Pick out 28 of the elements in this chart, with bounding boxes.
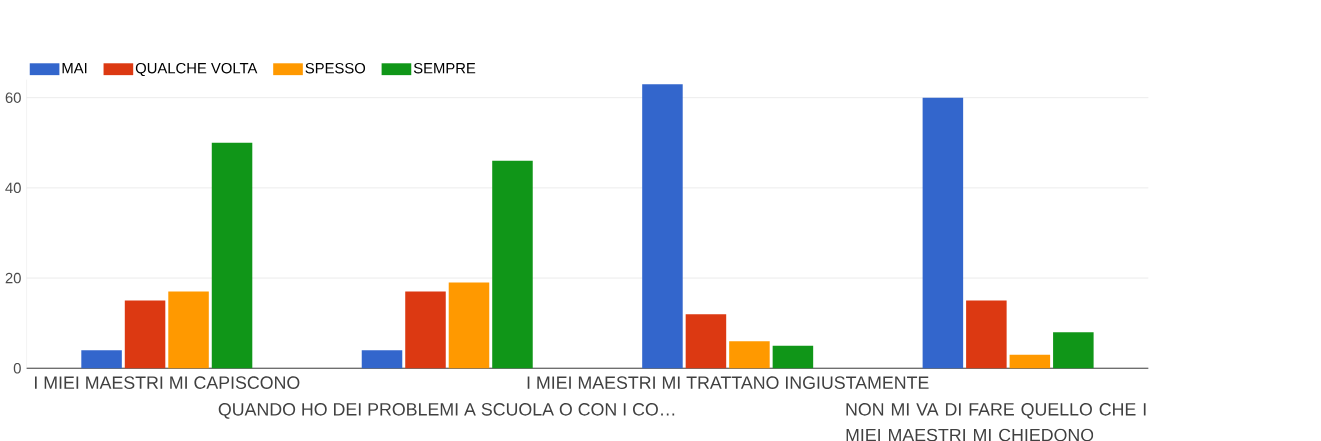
bar	[211, 142, 253, 369]
y-tick-label: 40	[5, 182, 21, 193]
y-tick-label: 0	[13, 362, 21, 374]
bar	[492, 160, 533, 369]
bar	[1009, 354, 1051, 369]
legend-label: MAI	[62, 62, 87, 74]
bar	[922, 97, 964, 369]
x-tick-label: I MIEI MAESTRI MI TRATTANO INGIUSTAMENTE	[527, 376, 929, 389]
x-tick-label: I MIEI MAESTRI MI CAPISCONO	[35, 376, 300, 389]
legend-label: QUALCHE VOLTA	[135, 62, 258, 76]
bar	[124, 300, 166, 369]
bar	[1053, 332, 1094, 369]
y-tick-label: 20	[5, 272, 21, 284]
bar	[966, 300, 1007, 369]
legend-label: SEMPRE	[413, 62, 476, 74]
y-tick-label: 60	[5, 92, 21, 103]
bar	[772, 345, 814, 369]
x-tick-label: QUANDO HO DEI PROBLEMI A SCUOLA O CON I CO…	[218, 402, 675, 419]
bar	[81, 350, 122, 369]
bar	[168, 291, 209, 369]
bar	[729, 341, 770, 369]
bar	[448, 282, 490, 369]
legend-label: SPESSO	[305, 62, 366, 74]
bar	[361, 350, 403, 369]
x-tick-label: NON MI VA DI FARE QUELLO CHE I MIEI MAESTRI MI CHIEDONO	[846, 402, 1146, 441]
bar	[642, 84, 683, 369]
bar	[685, 313, 727, 369]
bar	[405, 291, 446, 369]
